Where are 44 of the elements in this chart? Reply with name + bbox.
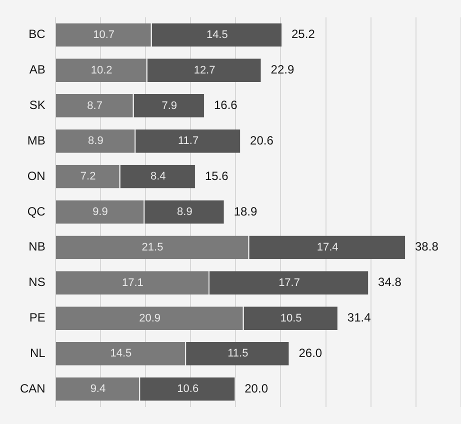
- data-label: 10.5: [280, 312, 302, 324]
- y-tick-label: AB: [29, 62, 46, 77]
- total-label: 38.8: [415, 240, 439, 254]
- data-label: 17.7: [278, 276, 300, 289]
- data-label: 20.9: [139, 312, 160, 324]
- total-label: 20.6: [250, 133, 274, 148]
- data-label: 10.7: [93, 28, 115, 41]
- data-label: 12.7: [194, 64, 216, 76]
- total-label: 16.6: [214, 98, 238, 112]
- total-label: 22.9: [270, 62, 294, 77]
- total-label: 20.0: [244, 381, 268, 396]
- total-label: 26.0: [298, 346, 322, 360]
- data-label: 7.2: [80, 170, 96, 183]
- data-label: 11.7: [178, 135, 199, 148]
- y-tick-label: PE: [29, 310, 46, 325]
- data-label: 11.5: [228, 348, 248, 360]
- y-tick-label: CAN: [20, 381, 46, 396]
- data-label: 9.9: [92, 206, 108, 218]
- data-label: 9.4: [90, 383, 106, 396]
- data-label: 10.2: [90, 64, 112, 76]
- data-label: 17.1: [122, 276, 144, 289]
- data-label: 8.9: [177, 206, 192, 218]
- data-label: 7.9: [162, 100, 178, 112]
- total-label: 34.8: [378, 275, 402, 290]
- data-label: 21.5: [142, 241, 164, 254]
- y-tick-label: MB: [27, 133, 46, 148]
- y-tick-label: NL: [30, 346, 46, 360]
- y-tick-label: QC: [27, 204, 46, 218]
- y-tick-label: BC: [28, 27, 46, 42]
- data-label: 17.4: [316, 241, 338, 254]
- total-label: 18.9: [234, 204, 258, 218]
- y-tick-label: NS: [28, 275, 46, 290]
- data-label: 8.7: [87, 100, 102, 112]
- y-tick-label: SK: [29, 98, 46, 112]
- total-label: 15.6: [204, 168, 229, 183]
- total-label: 25.2: [292, 27, 316, 42]
- y-tick-label: NB: [28, 240, 46, 254]
- data-label: 8.9: [88, 135, 104, 148]
- data-label: 8.4: [150, 170, 166, 183]
- data-label: 10.6: [177, 383, 199, 396]
- data-label: 14.5: [110, 348, 132, 360]
- data-label: 14.5: [206, 28, 228, 41]
- y-tick-label: ON: [27, 168, 46, 183]
- total-label: 31.4: [347, 310, 372, 325]
